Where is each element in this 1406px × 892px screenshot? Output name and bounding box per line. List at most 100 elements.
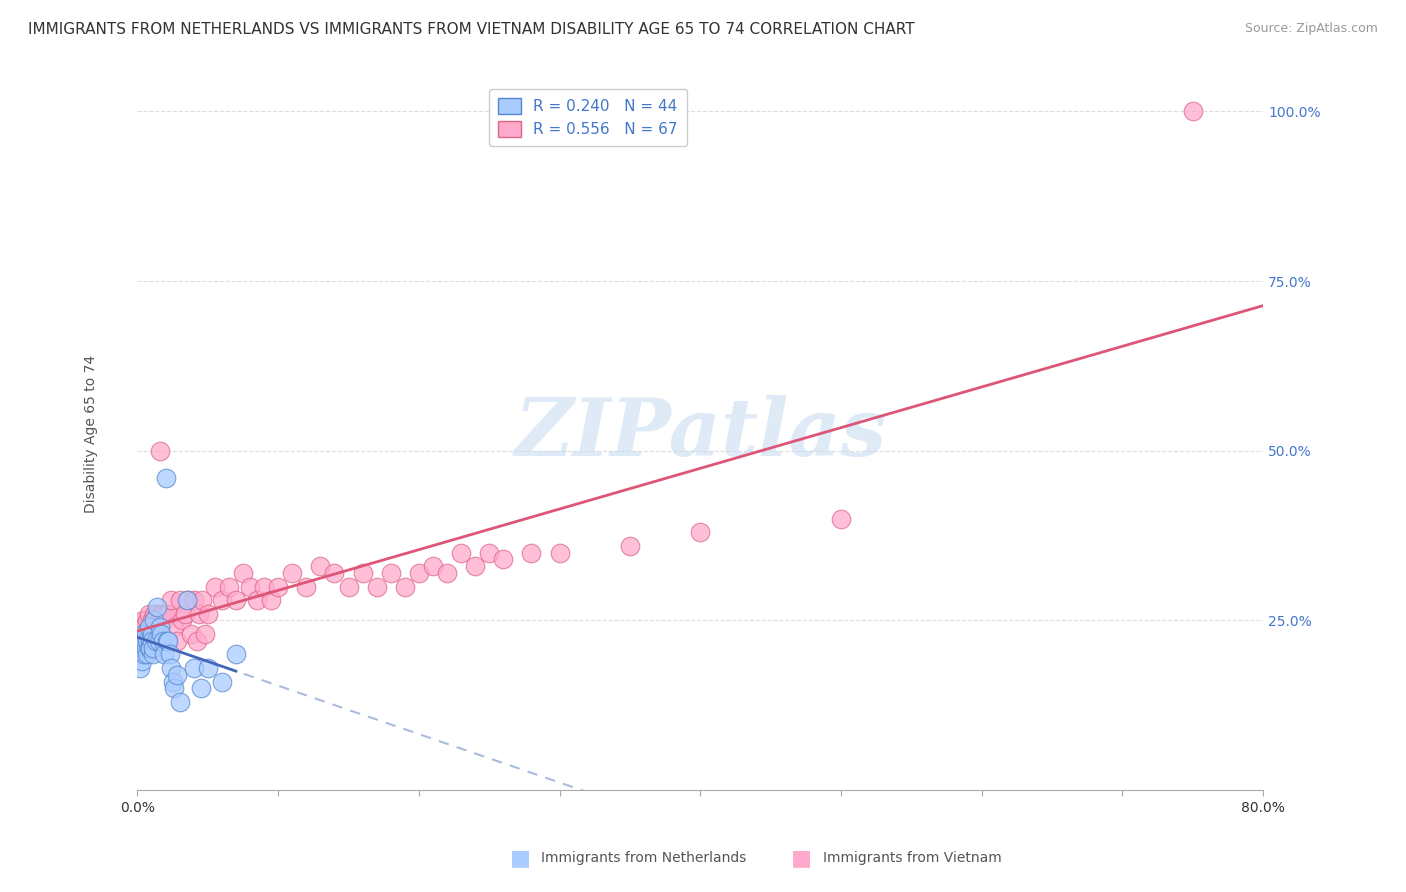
Y-axis label: Disability Age 65 to 74: Disability Age 65 to 74 [84,355,98,513]
Point [162,674,184,689]
Point [190,681,212,696]
Point [166,633,188,648]
Point [139,640,162,655]
Text: Source: ZipAtlas.com: Source: ZipAtlas.com [1244,22,1378,36]
Point [260,593,283,607]
Point [619,539,641,553]
Point [464,559,486,574]
Point [211,674,233,689]
Point [142,627,165,641]
Text: ■: ■ [510,848,530,868]
Point [128,633,150,648]
Text: Immigrants from Netherlands: Immigrants from Netherlands [541,851,747,865]
Point [141,633,163,648]
Point [1181,104,1204,119]
Point [132,640,155,655]
Point [136,633,159,648]
Point [146,599,169,614]
Point [132,614,155,628]
Text: Immigrants from Vietnam: Immigrants from Vietnam [823,851,1001,865]
Point [188,607,211,621]
Point [129,661,152,675]
Point [197,607,219,621]
Point [141,627,163,641]
Point [408,566,430,580]
Point [197,661,219,675]
Point [520,545,543,559]
Point [169,695,191,709]
Point [174,607,197,621]
Point [159,648,181,662]
Point [152,607,174,621]
Point [156,633,179,648]
Point [139,620,162,634]
Point [160,593,183,607]
Point [163,620,186,634]
Point [380,566,402,580]
Point [281,566,304,580]
Point [149,443,172,458]
Point [830,511,852,525]
Point [191,593,214,607]
Point [135,627,157,641]
Point [436,566,458,580]
Point [218,580,240,594]
Point [194,627,217,641]
Point [149,620,172,634]
Point [366,580,388,594]
Point [141,614,163,628]
Point [177,593,200,607]
Point [394,580,416,594]
Point [139,633,162,648]
Text: ZIPatlas: ZIPatlas [515,395,886,473]
Point [148,633,170,648]
Point [204,580,226,594]
Point [148,614,170,628]
Point [492,552,515,566]
Point [352,566,374,580]
Point [131,654,153,668]
Point [186,633,208,648]
Point [152,633,174,648]
Legend: R = 0.240   N = 44, R = 0.556   N = 67: R = 0.240 N = 44, R = 0.556 N = 67 [489,88,686,146]
Point [136,614,159,628]
Point [146,607,169,621]
Point [129,648,152,662]
Point [132,627,155,641]
Point [180,627,202,641]
Point [142,640,165,655]
Point [145,633,167,648]
Point [129,620,152,634]
Point [157,633,180,648]
Point [142,648,165,662]
Point [295,580,318,594]
Point [135,640,157,655]
Point [155,607,177,621]
Point [239,580,262,594]
Point [183,593,205,607]
Point [134,648,156,662]
Point [136,648,159,662]
Point [309,559,332,574]
Point [253,580,276,594]
Point [267,580,290,594]
Point [548,545,571,559]
Point [153,648,176,662]
Point [153,614,176,628]
Point [422,559,444,574]
Point [155,471,177,485]
Point [166,667,188,681]
Point [160,661,183,675]
Point [138,640,160,655]
Point [176,593,198,607]
Point [337,580,360,594]
Point [128,633,150,648]
Point [138,620,160,634]
Point [450,545,472,559]
Point [150,627,173,641]
Point [211,593,233,607]
Point [225,648,247,662]
Point [135,627,157,641]
Point [232,566,254,580]
Point [143,607,166,621]
